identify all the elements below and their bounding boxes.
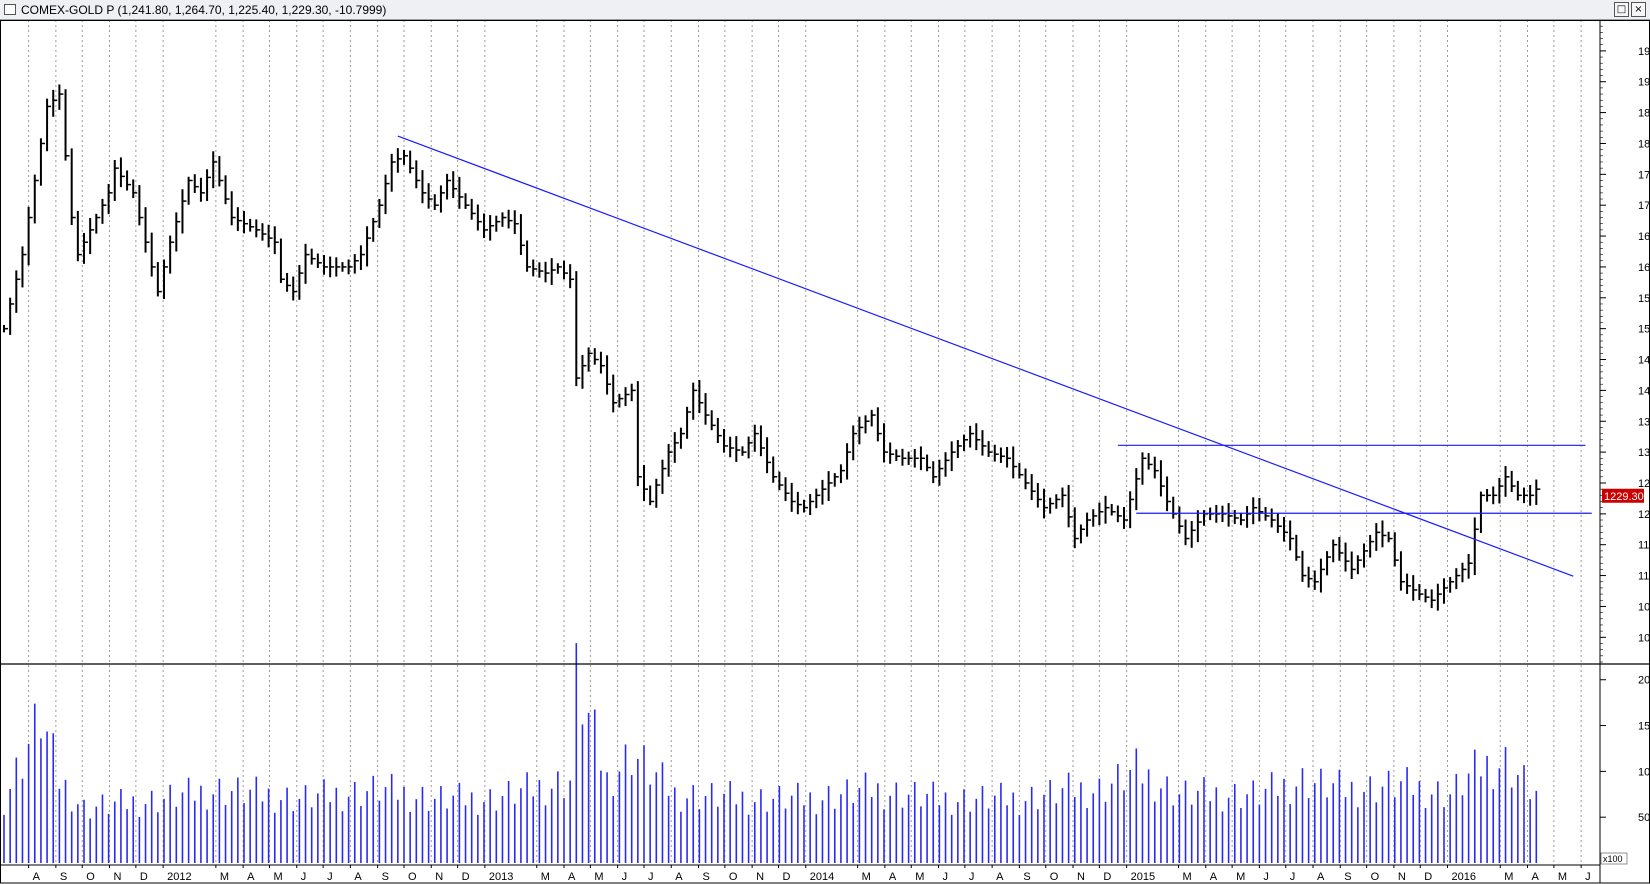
month-tick-label: J bbox=[301, 871, 307, 883]
restore-button[interactable]: □ bbox=[1614, 2, 1629, 17]
month-tick-label: S bbox=[1344, 871, 1351, 883]
month-tick-label: 2014 bbox=[810, 871, 834, 883]
price-tick-label: 1700 bbox=[1638, 200, 1650, 212]
month-tick-label: S bbox=[703, 871, 710, 883]
price-tick-label: 1400 bbox=[1638, 385, 1650, 397]
price-tick-label: 1750 bbox=[1638, 169, 1650, 181]
price-tick-label: 1600 bbox=[1638, 262, 1650, 274]
month-tick-label: M bbox=[273, 871, 282, 883]
price-tick-label: 1800 bbox=[1638, 138, 1650, 150]
trend-line bbox=[397, 135, 1574, 577]
month-tick-label: M bbox=[220, 871, 229, 883]
month-tick-label: N bbox=[756, 871, 764, 883]
month-tick-label: 2013 bbox=[489, 871, 513, 883]
month-tick-label: M bbox=[915, 871, 924, 883]
price-tick-label: 1250 bbox=[1638, 478, 1650, 490]
month-tick-label: J bbox=[622, 871, 628, 883]
month-tick-label: A bbox=[33, 871, 41, 883]
price-tick-label: 1150 bbox=[1638, 540, 1650, 552]
price-tick-label: 1350 bbox=[1638, 416, 1650, 428]
month-tick-label: 2012 bbox=[167, 871, 191, 883]
month-tick-label: A bbox=[354, 871, 362, 883]
window-icon bbox=[4, 4, 16, 15]
month-tick-label: S bbox=[382, 871, 389, 883]
month-tick-label: N bbox=[113, 871, 121, 883]
month-tick-label: A bbox=[247, 871, 255, 883]
month-tick-label: O bbox=[86, 871, 95, 883]
volume-layer bbox=[3, 643, 1538, 863]
volume-multiplier-label: x100 bbox=[1603, 854, 1623, 864]
month-tick-label: J bbox=[1290, 871, 1296, 883]
month-tick-label: A bbox=[675, 871, 683, 883]
month-tick-label: O bbox=[729, 871, 738, 883]
month-tick-label: N bbox=[1077, 871, 1085, 883]
gold-price-chart: A S O N D 2012 M A M J J A S O N D 2013 M A M J J A S O N D 2014 M A M… bbox=[0, 20, 1650, 884]
volume-tick-label: 20000 bbox=[1638, 675, 1650, 687]
volume-multiplier-box bbox=[1600, 852, 1628, 865]
price-tick-label: 1500 bbox=[1638, 324, 1650, 336]
volume-tick-label: 5000 bbox=[1638, 812, 1650, 824]
chart-border bbox=[0, 20, 1650, 884]
price-tick-label: 1650 bbox=[1638, 231, 1650, 243]
month-tick-label: D bbox=[1103, 871, 1111, 883]
month-tick-label: D bbox=[783, 871, 791, 883]
month-tick-label: A bbox=[568, 871, 576, 883]
month-tick-label: 2015 bbox=[1131, 871, 1155, 883]
last-price-label: 1229.30 bbox=[1604, 491, 1644, 503]
axis-layer: A S O N D 2012 M A M J J A S O N D 2013 M A M J J A S O N D 2014 M A M… bbox=[0, 20, 1650, 884]
price-tick-label: 1300 bbox=[1638, 447, 1650, 459]
month-tick-label: D bbox=[140, 871, 148, 883]
price-tick-label: 1900 bbox=[1638, 77, 1650, 89]
month-tick-label: M bbox=[594, 871, 603, 883]
month-tick-label: A bbox=[889, 871, 897, 883]
month-tick-label: M bbox=[541, 871, 550, 883]
month-tick-label: A bbox=[996, 871, 1004, 883]
month-tick-label: O bbox=[1050, 871, 1059, 883]
month-tick-label: M bbox=[1236, 871, 1245, 883]
month-tick-label: N bbox=[1398, 871, 1406, 883]
price-tick-label: 1050 bbox=[1638, 601, 1650, 613]
month-tick-label: O bbox=[408, 871, 417, 883]
volume-tick-label: 15000 bbox=[1638, 721, 1650, 733]
month-tick-label: A bbox=[1210, 871, 1218, 883]
month-tick-label: M bbox=[1504, 871, 1513, 883]
price-tick-label: 1550 bbox=[1638, 293, 1650, 305]
price-tick-label: 1200 bbox=[1638, 509, 1650, 521]
trend-lines-layer bbox=[397, 135, 1592, 577]
month-tick-label: D bbox=[462, 871, 470, 883]
month-tick-label: S bbox=[1023, 871, 1030, 883]
price-tick-label: 1000 bbox=[1638, 632, 1650, 644]
month-tick-label: 2016 bbox=[1452, 871, 1476, 883]
price-tick-label: 1100 bbox=[1638, 571, 1650, 583]
month-tick-label: D bbox=[1424, 871, 1432, 883]
price-tick-label: 1450 bbox=[1638, 355, 1650, 367]
month-tick-label: S bbox=[60, 871, 67, 883]
month-tick-label: J bbox=[1585, 871, 1591, 883]
month-tick-label: J bbox=[327, 871, 333, 883]
month-tick-label: J bbox=[648, 871, 654, 883]
month-tick-label: J bbox=[943, 871, 949, 883]
price-bars-layer bbox=[3, 84, 1541, 611]
month-tick-label: O bbox=[1371, 871, 1380, 883]
close-button[interactable]: × bbox=[1631, 2, 1646, 17]
volume-tick-label: 10000 bbox=[1638, 766, 1650, 778]
window-title: COMEX-GOLD P (1,241.80, 1,264.70, 1,225.… bbox=[21, 3, 387, 17]
last-price-marker bbox=[1602, 488, 1644, 503]
month-tick-label: A bbox=[1532, 871, 1540, 883]
month-tick-label: N bbox=[435, 871, 443, 883]
window-title-bar[interactable]: COMEX-GOLD P (1,241.80, 1,264.70, 1,225.… bbox=[0, 0, 1650, 20]
month-tick-label: J bbox=[1263, 871, 1269, 883]
month-tick-label: M bbox=[1558, 871, 1567, 883]
month-tick-label: A bbox=[1317, 871, 1325, 883]
grid-layer bbox=[28, 20, 1582, 863]
price-tick-label: 1850 bbox=[1638, 108, 1650, 120]
month-tick-label: M bbox=[1183, 871, 1192, 883]
month-tick-label: M bbox=[862, 871, 871, 883]
month-tick-label: J bbox=[969, 871, 975, 883]
